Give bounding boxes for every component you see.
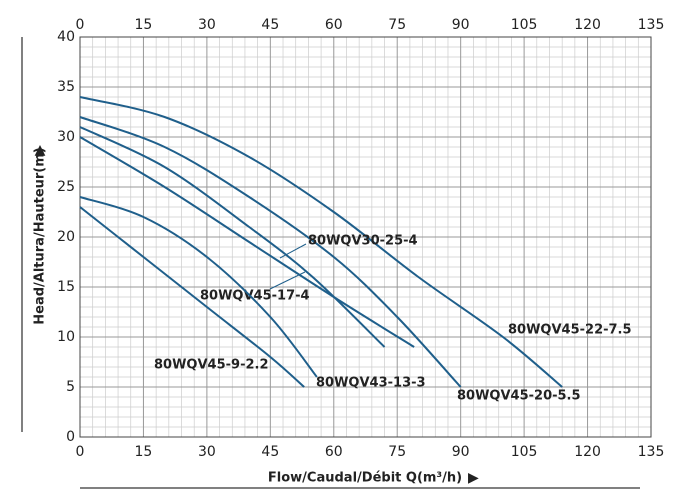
- leader: [279, 243, 307, 259]
- curve: [79, 196, 318, 378]
- series-label: 80WQV45-22-7.5: [508, 323, 632, 338]
- leader: [269, 271, 306, 290]
- x-tick-label: 45: [261, 444, 279, 460]
- series-label: 80WQV43-13-3: [316, 376, 426, 391]
- y-tick-label: 15: [57, 279, 75, 295]
- plot-frame: [79, 36, 652, 438]
- x-tick-label: 60: [325, 444, 343, 460]
- x-tick-label: 135: [638, 444, 665, 460]
- y-tick-label: 35: [57, 79, 75, 95]
- y-axis-label: Head/Altura/Hauteur(m): [33, 147, 48, 324]
- x-tick-label-top: 105: [511, 17, 538, 33]
- x-tick-label: 30: [198, 444, 216, 460]
- arrow: ▲: [35, 142, 46, 158]
- y-tick-label: 30: [57, 129, 75, 145]
- x-tick-label-top: 135: [638, 17, 665, 33]
- series-label: 80WQV45-17-4: [200, 289, 310, 304]
- x-tick-label-top: 75: [388, 17, 406, 33]
- y-tick-label: 25: [57, 179, 75, 195]
- x-tick-label: 120: [574, 444, 601, 460]
- x-axis-label: Flow/Caudal/Débit Q(m³/h): [268, 471, 462, 486]
- x-tick-label-top: 60: [325, 17, 343, 33]
- x-tick-label-top: 120: [574, 17, 601, 33]
- y-tick-label: 20: [57, 229, 75, 245]
- x-tick-label: 75: [388, 444, 406, 460]
- x-tick-label: 90: [452, 444, 470, 460]
- x-tick-label-top: 0: [76, 17, 85, 33]
- x-tick-label: 105: [511, 444, 538, 460]
- arrow: ▶: [468, 470, 479, 486]
- curve: [79, 126, 386, 348]
- x-tick-label-top: 45: [261, 17, 279, 33]
- x-tick-label: 0: [76, 444, 85, 460]
- curve: [79, 96, 563, 388]
- x-tick-label-top: 15: [135, 17, 153, 33]
- x-tick-label-top: 90: [452, 17, 470, 33]
- series-label: 80WQV45-20-5.5: [457, 389, 581, 404]
- series-label: 80WQV45-9-2.2: [154, 358, 269, 373]
- series-label: 80WQV30-25-4: [308, 234, 418, 249]
- y-tick-label: 40: [57, 29, 75, 45]
- y-tick-label: 10: [57, 329, 75, 345]
- x-tick-label: 15: [135, 444, 153, 460]
- y-tick-label: 0: [66, 429, 75, 445]
- y-tick-label: 5: [66, 379, 75, 395]
- curve: [79, 206, 305, 388]
- curve: [79, 136, 415, 348]
- x-tick-label-top: 30: [198, 17, 216, 33]
- curve: [79, 116, 462, 388]
